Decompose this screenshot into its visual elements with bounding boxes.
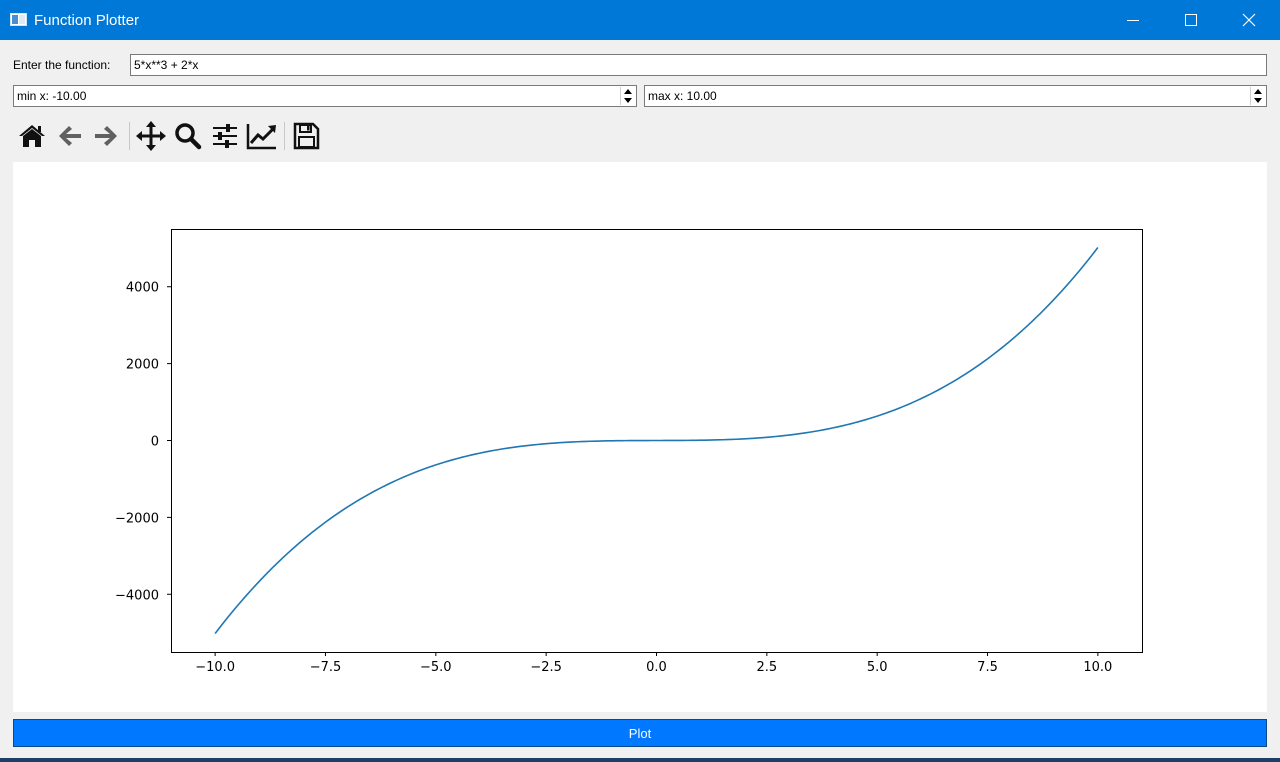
forward-icon [95, 126, 117, 146]
back-button[interactable] [52, 118, 88, 154]
save-icon [293, 122, 320, 150]
x-tick-label: 0.0 [646, 660, 667, 675]
zoom-button[interactable] [170, 118, 206, 154]
y-tick-label: −4000 [115, 588, 159, 603]
toolbar-separator [129, 122, 130, 150]
min-x-value: min x: -10.00 [17, 89, 87, 103]
minimize-button[interactable] [1104, 0, 1162, 40]
home-icon [19, 125, 45, 147]
x-tick-label: 2.5 [756, 660, 777, 675]
x-tick-label: 10.0 [1083, 660, 1112, 675]
maximize-button[interactable] [1162, 0, 1220, 40]
taskbar-edge [0, 758, 1280, 762]
min-x-spinbox[interactable]: min x: -10.00 [13, 85, 637, 107]
y-tick-label: 0 [151, 435, 159, 450]
configure-subplots-button[interactable] [207, 118, 243, 154]
app-icon [10, 13, 27, 26]
x-tick-label: −10.0 [195, 660, 235, 675]
close-button[interactable] [1220, 0, 1278, 40]
min-x-down-arrow[interactable] [621, 96, 635, 105]
x-tick-label: −2.5 [530, 660, 562, 675]
max-x-down-arrow[interactable] [1251, 96, 1265, 105]
save-button[interactable] [288, 118, 324, 154]
max-x-spinbox[interactable]: max x: 10.00 [644, 85, 1267, 107]
triangle-up-icon [624, 89, 632, 94]
series-line-0 [214, 247, 1099, 634]
title-bar: Function Plotter [0, 0, 1280, 40]
y-tick-label: 2000 [126, 358, 159, 373]
triangle-up-icon [1254, 89, 1262, 94]
navigation-toolbar [13, 116, 333, 156]
window-title: Function Plotter [34, 12, 140, 29]
y-tick-label: 4000 [126, 281, 159, 296]
home-button[interactable] [14, 118, 50, 154]
minimize-icon [1127, 20, 1139, 21]
plot-canvas[interactable]: −10.0 −7.5 −5.0 −2.5 0.0 2.5 5.0 7.5 10.0 −4000 −2… [13, 162, 1267, 712]
x-tick-label: −7.5 [310, 660, 342, 675]
forward-button[interactable] [88, 118, 124, 154]
close-icon [1242, 13, 1256, 27]
edit-axis-button[interactable] [244, 118, 280, 154]
zoom-icon [175, 123, 202, 150]
y-tick-label: −2000 [115, 511, 159, 526]
triangle-down-icon [624, 98, 632, 103]
x-tick-label: 7.5 [977, 660, 998, 675]
configure-subplots-icon [213, 124, 237, 148]
function-input[interactable]: 5*x**3 + 2*x [130, 54, 1267, 76]
x-tick-label: 5.0 [867, 660, 888, 675]
maximize-icon [1185, 14, 1197, 26]
max-x-up-arrow[interactable] [1251, 87, 1265, 96]
back-icon [59, 126, 81, 146]
plot-button[interactable]: Plot [13, 719, 1267, 747]
triangle-down-icon [1254, 98, 1262, 103]
edit-axis-icon [246, 124, 276, 150]
function-label: Enter the function: [13, 58, 111, 72]
toolbar-separator [284, 122, 285, 150]
pan-icon [136, 121, 166, 151]
chart: −10.0 −7.5 −5.0 −2.5 0.0 2.5 5.0 7.5 10.0 −4000 −2… [115, 229, 1143, 675]
max-x-value: max x: 10.00 [648, 89, 717, 103]
pan-button[interactable] [133, 118, 169, 154]
min-x-up-arrow[interactable] [621, 87, 635, 96]
x-tick-label: −5.0 [420, 660, 452, 675]
